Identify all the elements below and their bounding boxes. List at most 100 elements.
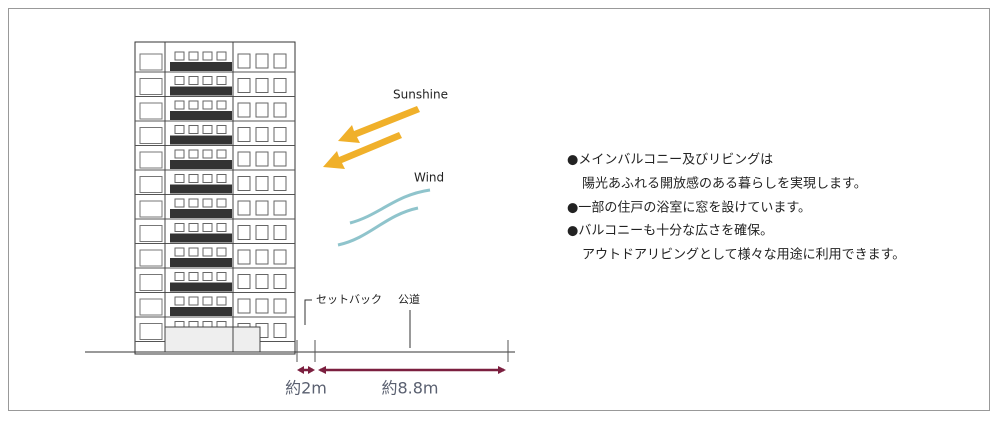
window xyxy=(237,78,251,93)
window xyxy=(202,149,213,159)
stair xyxy=(139,176,163,193)
setback-label: セットバック xyxy=(316,293,382,306)
window xyxy=(237,249,251,265)
frame xyxy=(8,8,990,411)
window xyxy=(255,176,269,191)
window xyxy=(202,198,213,208)
balcony xyxy=(170,86,232,96)
window xyxy=(216,272,227,281)
window xyxy=(273,323,287,338)
stair xyxy=(139,249,163,267)
wind-lines xyxy=(337,188,431,247)
entrance xyxy=(164,326,261,353)
window xyxy=(237,176,251,191)
dimension-arrows xyxy=(297,366,506,374)
window xyxy=(174,149,185,159)
window xyxy=(255,151,269,167)
window xyxy=(255,127,269,142)
stair xyxy=(139,53,163,71)
window xyxy=(188,296,199,306)
window xyxy=(237,127,251,142)
window xyxy=(273,102,287,118)
window xyxy=(202,272,213,281)
window xyxy=(255,78,269,93)
window xyxy=(202,247,213,257)
stair xyxy=(139,200,163,218)
balcony xyxy=(170,282,232,292)
window xyxy=(237,151,251,167)
window xyxy=(202,76,213,85)
window xyxy=(216,51,227,61)
window xyxy=(255,225,269,240)
window xyxy=(202,174,213,183)
window xyxy=(188,223,199,232)
window xyxy=(273,249,287,265)
window xyxy=(216,223,227,232)
balcony xyxy=(170,233,232,243)
window xyxy=(188,272,199,281)
window xyxy=(216,198,227,208)
note-continuation: アウトドアリビングとして様々な用途に利用できます。 xyxy=(582,247,905,263)
window xyxy=(202,296,213,306)
window xyxy=(174,174,185,183)
window xyxy=(255,249,269,265)
window xyxy=(188,247,199,257)
balcony xyxy=(170,184,232,194)
window xyxy=(255,53,269,69)
note: ●一部の住戸の浴室に窓を設けています。 xyxy=(567,200,811,216)
window xyxy=(174,223,185,232)
window xyxy=(255,200,269,216)
window xyxy=(188,125,199,134)
window xyxy=(273,225,287,240)
window xyxy=(174,100,185,110)
balcony xyxy=(170,160,232,169)
stair xyxy=(139,102,163,120)
note: ●バルコニーも十分な広さを確保。 xyxy=(567,223,773,239)
window xyxy=(273,274,287,289)
balcony xyxy=(170,62,232,71)
stair xyxy=(139,151,163,169)
road-width: 約8.8m xyxy=(381,379,438,398)
window xyxy=(237,225,251,240)
wind-label: Wind xyxy=(414,171,444,185)
window xyxy=(216,149,227,159)
window xyxy=(202,100,213,110)
stair xyxy=(139,78,163,95)
window xyxy=(216,296,227,306)
window xyxy=(174,51,185,61)
window xyxy=(273,298,287,314)
window xyxy=(188,149,199,159)
window xyxy=(174,76,185,85)
window xyxy=(216,247,227,257)
window xyxy=(188,198,199,208)
stair xyxy=(139,298,163,316)
balcony xyxy=(170,209,232,218)
window xyxy=(273,176,287,191)
window xyxy=(202,125,213,134)
leader xyxy=(304,299,312,325)
window xyxy=(188,174,199,183)
balcony xyxy=(170,258,232,267)
window xyxy=(237,274,251,289)
note-continuation: 陽光あふれる開放感のある暮らしを実現します。 xyxy=(582,176,867,192)
window xyxy=(237,200,251,216)
window xyxy=(174,272,185,281)
sunshine-label: Sunshine xyxy=(393,88,448,102)
note: ●メインバルコニー及びリビングは xyxy=(567,153,773,168)
sun-arrows xyxy=(323,106,420,169)
window xyxy=(174,296,185,306)
window xyxy=(188,100,199,110)
window xyxy=(273,78,287,93)
building xyxy=(134,41,296,355)
window xyxy=(174,247,185,257)
window xyxy=(216,125,227,134)
window xyxy=(255,298,269,314)
setback-width: 約2m xyxy=(285,379,327,398)
balcony xyxy=(170,307,232,316)
stair xyxy=(139,323,163,340)
window xyxy=(188,51,199,61)
window xyxy=(273,127,287,142)
window xyxy=(255,102,269,118)
stair xyxy=(139,274,163,291)
